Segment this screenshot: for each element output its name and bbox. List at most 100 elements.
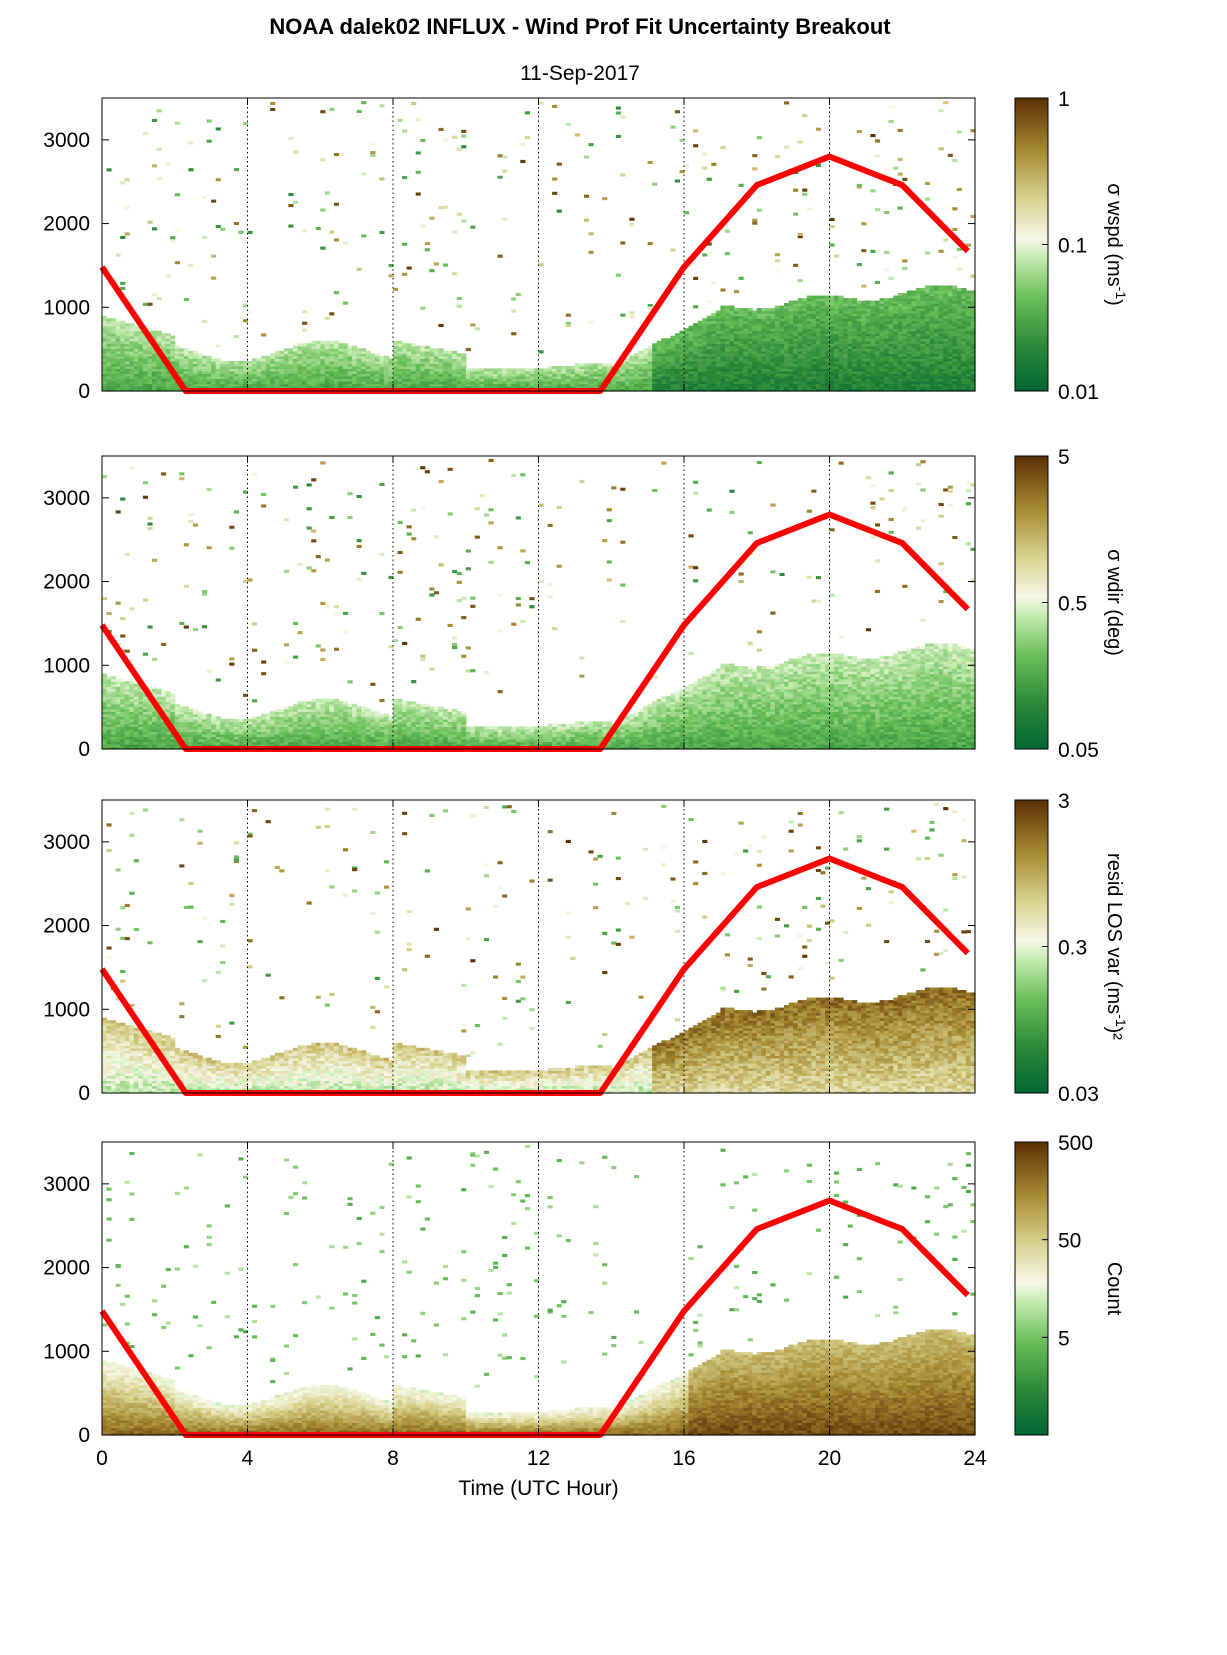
heatmap-cell (615, 273, 621, 277)
heatmap-cell (324, 358, 330, 362)
heatmap-cell (183, 353, 189, 357)
heatmap-cell (770, 378, 776, 382)
heatmap-cell (415, 350, 421, 354)
heatmap-cell (793, 323, 799, 327)
heatmap-cell (129, 701, 135, 705)
heatmap-cell (697, 348, 703, 352)
heatmap-cell (197, 353, 203, 357)
heatmap-cell (115, 358, 121, 362)
heatmap-cell (215, 370, 221, 374)
heatmap-cell (115, 510, 121, 514)
heatmap-cell (483, 370, 489, 374)
heatmap-cell (693, 388, 699, 392)
heatmap-cell (956, 363, 962, 367)
heatmap-cell (229, 375, 235, 379)
heatmap-cell (870, 370, 876, 374)
heatmap-cell (838, 325, 844, 329)
heatmap-cell (765, 365, 771, 369)
heatmap-cell (956, 323, 962, 327)
heatmap-cell (488, 386, 494, 390)
heatmap-cell (797, 235, 803, 239)
heatmap-cell (584, 383, 590, 387)
heatmap-cell (283, 378, 289, 382)
heatmap-cell (943, 368, 949, 372)
heatmap-cell (911, 315, 917, 319)
heatmap-cell (311, 386, 317, 390)
heatmap-cell (129, 728, 135, 732)
heatmap-cell (452, 350, 458, 354)
heatmap-cell (420, 378, 426, 382)
heatmap-cell (106, 736, 112, 740)
heatmap-cell (333, 363, 339, 367)
heatmap-cell (192, 378, 198, 382)
heatmap-cell (197, 381, 203, 385)
heatmap-cell (784, 303, 790, 307)
heatmap-cell (902, 293, 908, 297)
heatmap-cell (588, 383, 594, 387)
heatmap-cell (788, 318, 794, 322)
heatmap-cell (415, 348, 421, 352)
heatmap-cell (743, 348, 749, 352)
heatmap-cell (906, 315, 912, 319)
heatmap-cell (165, 370, 171, 374)
heatmap-cell (133, 731, 139, 735)
heatmap-cell (415, 170, 421, 174)
heatmap-cell (861, 363, 867, 367)
heatmap-cell (961, 298, 967, 302)
heatmap-cell (124, 683, 130, 687)
heatmap-cell (679, 350, 685, 354)
heatmap-cell (925, 388, 931, 392)
heatmap-cell (852, 323, 858, 327)
heatmap-cell (875, 348, 881, 352)
heatmap-cell (738, 338, 744, 342)
heatmap-cell (734, 353, 740, 357)
heatmap-cell (602, 197, 608, 201)
heatmap-cell (584, 368, 590, 372)
heatmap-cell (674, 360, 680, 364)
heatmap-cell (970, 343, 976, 347)
heatmap-cell (702, 330, 708, 334)
heatmap-cell (706, 320, 712, 324)
heatmap-cell (229, 378, 235, 382)
heatmap-cell (724, 305, 730, 309)
heatmap-cell (788, 313, 794, 317)
heatmap-cell (825, 383, 831, 387)
heatmap-cell (861, 308, 867, 312)
heatmap-cell (252, 358, 258, 362)
heatmap-cell (943, 381, 949, 385)
heatmap-cell (802, 188, 808, 192)
heatmap-cell (424, 241, 430, 245)
heatmap-cell (925, 333, 931, 337)
heatmap-cell (120, 358, 126, 362)
heatmap-cell (565, 373, 571, 377)
heatmap-cell (443, 381, 449, 385)
heatmap-cell (806, 313, 812, 317)
heatmap-cell (111, 733, 117, 737)
heatmap-cell (156, 363, 162, 367)
heatmap-cell (770, 335, 776, 339)
heatmap-cell (529, 378, 535, 382)
heatmap-cell (470, 383, 476, 387)
heatmap-cell (765, 318, 771, 322)
heatmap-cell (593, 373, 599, 377)
y-tick-label: 0 (78, 380, 90, 403)
heatmap-cell (388, 358, 394, 362)
heatmap-cell (797, 378, 803, 382)
heatmap-cell (370, 360, 376, 364)
heatmap-cell (352, 378, 358, 382)
heatmap-cell (506, 370, 512, 374)
heatmap-cell (879, 308, 885, 312)
heatmap-cell (956, 130, 962, 134)
heatmap-cell (356, 378, 362, 382)
heatmap-cell (102, 330, 108, 334)
heatmap-cell (224, 370, 230, 374)
heatmap-cell (793, 188, 799, 192)
heatmap-cell (156, 365, 162, 369)
heatmap-cell (934, 373, 940, 377)
heatmap-cell (106, 335, 112, 339)
heatmap-cell (779, 381, 785, 385)
heatmap-cell (952, 373, 958, 377)
heatmap-cell (511, 378, 517, 382)
heatmap-cell (315, 373, 321, 377)
heatmap-cell (947, 333, 953, 337)
